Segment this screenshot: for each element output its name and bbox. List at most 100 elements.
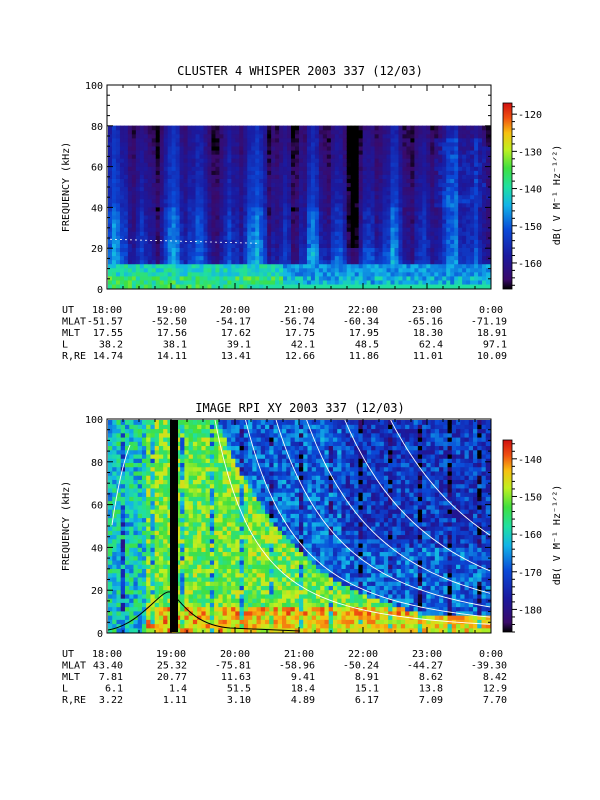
spectrogram-cell [259, 263, 264, 269]
spectrogram-cell [159, 194, 165, 200]
spectrogram-cell [287, 145, 292, 151]
spectrogram-cell [223, 214, 228, 220]
spectrogram-cell [108, 194, 113, 200]
spectrogram-cell [127, 174, 133, 179]
spectrogram-cell [143, 170, 149, 175]
spectrogram-cell [366, 190, 372, 196]
spectrogram-cell [334, 174, 340, 179]
spectrogram-cell [430, 231, 435, 236]
spectrogram-cell [267, 267, 272, 273]
spectrogram-cell [146, 602, 152, 608]
spectrogram-cell [358, 125, 364, 131]
spectrogram-cell [155, 231, 161, 236]
spectrogram-cell [180, 615, 185, 620]
spectrogram-cell [434, 275, 439, 281]
spectrogram-cell [167, 593, 173, 599]
spectrogram-cell [141, 534, 147, 540]
spectrogram-cell [474, 218, 479, 224]
spectrogram-cell [398, 145, 404, 151]
spectrogram-cell [342, 235, 348, 240]
spectrogram-cell [382, 178, 388, 184]
spectrogram-cell [402, 190, 408, 196]
spectrogram-cell [291, 235, 296, 240]
spectrogram-cell [322, 247, 328, 253]
spectrogram-cell [370, 129, 376, 135]
spectrogram-cell [180, 542, 185, 548]
spectrogram-cell [338, 194, 344, 200]
spectrogram-cell [394, 275, 400, 281]
spectrogram-cell [350, 263, 356, 269]
spectrogram-cell [374, 227, 380, 232]
spectrogram-cell [370, 263, 376, 269]
spectrogram-cell [322, 158, 328, 163]
spectrogram-cell [430, 133, 435, 139]
spectrogram-cell [163, 627, 169, 633]
spectrogram-cell [183, 275, 189, 281]
spectrogram-cell [175, 145, 181, 151]
spectrogram-cell [123, 239, 129, 244]
spectrogram-cell [180, 521, 185, 527]
spectrogram-cell [318, 170, 324, 175]
spectrogram-cell [334, 137, 340, 143]
spectrogram-cell [295, 154, 300, 159]
spectrogram-cell [454, 210, 459, 216]
spectrogram-cell [466, 178, 471, 184]
spectrogram-cell [179, 145, 185, 151]
spectrogram-cell [195, 186, 201, 192]
spectrogram-cell [374, 141, 380, 147]
spectrogram-cell [314, 129, 320, 135]
spectrogram-cell [422, 198, 427, 204]
spectrogram-cell [135, 214, 141, 220]
spectrogram-cell [454, 190, 459, 196]
spectrogram-cell [203, 178, 209, 184]
spectrogram-cell [362, 162, 368, 167]
spectrogram-cell [219, 210, 224, 216]
spectrogram-cell [283, 141, 288, 147]
spectrogram-cell [215, 275, 221, 281]
spectrogram-cell [155, 206, 161, 212]
spectrogram-cell [154, 615, 160, 620]
spectrogram-cell [154, 470, 160, 476]
spectrogram-cell [462, 263, 467, 269]
spectrogram-cell [402, 283, 408, 289]
spectrogram-cell [171, 162, 177, 167]
spectrogram-cell [231, 182, 236, 188]
spectrogram-cell [119, 210, 125, 216]
spectrogram-cell [183, 190, 189, 196]
spectrogram-cell [154, 619, 160, 625]
spectrogram-cell [474, 243, 479, 248]
spectrogram-cell [146, 462, 152, 468]
spectrogram-cell [223, 125, 228, 131]
spectrogram-cell [139, 133, 145, 139]
spectrogram-cell [350, 271, 356, 277]
spectrogram-cell [251, 158, 256, 163]
spectrogram-cell [279, 227, 284, 232]
spectrogram-cell [116, 509, 122, 514]
spectrogram-cell [147, 263, 153, 269]
spectrogram-cell [116, 441, 122, 447]
spectrogram-cell [295, 149, 300, 155]
spectrogram-cell [159, 271, 165, 277]
spectrogram-cell [326, 125, 332, 131]
spectrogram-cell [187, 283, 193, 289]
spectrogram-cell [414, 194, 419, 200]
spectrogram-cell [342, 182, 348, 188]
spectrogram-cell [120, 572, 126, 578]
spectrogram-cell [207, 283, 213, 289]
spectrogram-cell [195, 129, 201, 135]
spectrogram-cell [116, 487, 122, 493]
spectrogram-cell [346, 133, 352, 139]
spectrogram-cell [418, 198, 423, 204]
spectrogram-cell [430, 158, 435, 163]
spectrogram-cell [151, 145, 157, 151]
spectrogram-cell [139, 218, 145, 224]
spectrogram-cell [199, 125, 205, 131]
spectrogram-cell [211, 223, 217, 228]
spectrogram-cell [306, 125, 312, 131]
spectrogram-cell [291, 259, 296, 265]
spectrogram-cell [112, 509, 118, 514]
spectrogram-cell [322, 251, 328, 257]
spectrogram-cell [146, 492, 152, 497]
spectrogram-cell [175, 564, 181, 569]
spectrogram-cell [267, 170, 272, 175]
